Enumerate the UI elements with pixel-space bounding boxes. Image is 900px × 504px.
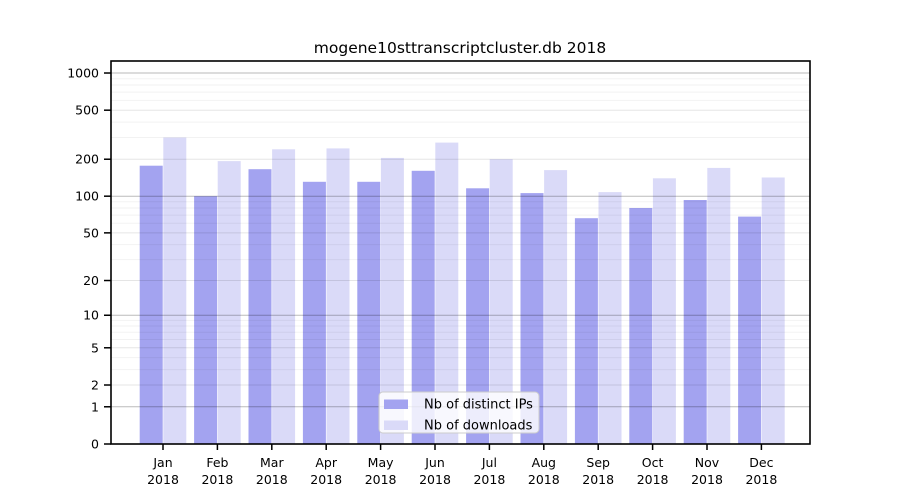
y-tick-label: 20 xyxy=(83,273,99,288)
x-tick-label-month: Apr xyxy=(315,455,337,470)
legend: Nb of distinct IPs Nb of downloads xyxy=(378,391,540,434)
legend-label-downloads: Nb of downloads xyxy=(424,419,533,434)
bar-downloads-sep xyxy=(598,192,622,444)
x-tick-label-month: Feb xyxy=(206,455,228,470)
bar-downloads-aug xyxy=(544,170,568,444)
bar-distinct-ips-sep xyxy=(574,218,598,444)
legend-swatch-distinct-ips xyxy=(384,399,408,409)
x-tick-label-year: 2018 xyxy=(256,472,288,487)
bars-layer xyxy=(139,137,785,445)
x-tick-label-month: Jan xyxy=(152,455,172,470)
x-tick-label-month: Oct xyxy=(642,455,664,470)
y-tick-label: 5 xyxy=(91,340,99,355)
x-tick-label-month: May xyxy=(368,455,394,470)
x-tick-label-year: 2018 xyxy=(147,472,179,487)
x-tick-label-year: 2018 xyxy=(310,472,342,487)
x-tick-label-month: Dec xyxy=(749,455,773,470)
grid-lines xyxy=(111,72,810,408)
bar-downloads-may xyxy=(380,157,404,444)
bar-distinct-ips-jan xyxy=(139,165,163,444)
x-tick-label-year: 2018 xyxy=(473,472,505,487)
bar-downloads-jan xyxy=(163,137,187,444)
y-tick-label: 1 xyxy=(91,399,99,414)
y-tick-label: 100 xyxy=(75,189,99,204)
plot-border xyxy=(110,60,811,445)
legend-label-distinct-ips: Nb of distinct IPs xyxy=(424,398,533,413)
legend-box xyxy=(378,391,540,434)
x-tick-label-year: 2018 xyxy=(582,472,614,487)
bar-distinct-ips-apr xyxy=(302,181,326,445)
x-tick-label-year: 2018 xyxy=(745,472,777,487)
bar-distinct-ips-jul xyxy=(466,188,490,444)
y-tick-label: 10 xyxy=(83,308,99,323)
bar-distinct-ips-may xyxy=(357,181,381,445)
y-tick-label: 2 xyxy=(91,378,99,393)
x-tick-label-year: 2018 xyxy=(201,472,233,487)
y-tick-label: 1000 xyxy=(67,66,99,81)
x-tick-label-year: 2018 xyxy=(691,472,723,487)
x-tick-label-month: Jul xyxy=(481,455,497,470)
y-tick-label: 0 xyxy=(91,437,99,452)
bar-distinct-ips-feb xyxy=(194,196,218,444)
x-tick-label-month: Aug xyxy=(532,455,556,470)
x-tick-label-year: 2018 xyxy=(419,472,451,487)
bar-downloads-nov xyxy=(707,167,731,444)
x-tick-label-month: Nov xyxy=(695,455,720,470)
bar-downloads-mar xyxy=(272,149,296,445)
bar-distinct-ips-mar xyxy=(248,169,272,444)
x-tick-label-year: 2018 xyxy=(637,472,669,487)
bar-distinct-ips-jun xyxy=(411,170,435,445)
x-tick-label-month: Sep xyxy=(586,455,610,470)
bar-downloads-apr xyxy=(326,148,350,444)
x-tick-label-year: 2018 xyxy=(528,472,560,487)
bar-downloads-jul xyxy=(489,159,513,444)
bar-downloads-oct xyxy=(652,178,676,445)
y-tick-label: 200 xyxy=(75,152,99,167)
x-tick-label-month: Jun xyxy=(424,455,445,470)
x-tick-label-month: Mar xyxy=(260,455,284,470)
y-tick-label: 500 xyxy=(75,103,99,118)
axes-layer: 0 1 2 5 10 20 50 100 200 500 1000 Jan 2018 Feb 2018 Mar… xyxy=(67,60,811,487)
legend-swatch-downloads xyxy=(384,420,408,430)
x-tick-label-year: 2018 xyxy=(365,472,397,487)
y-tick-label: 50 xyxy=(83,225,99,240)
bar-distinct-ips-oct xyxy=(629,208,653,444)
bar-distinct-ips-dec xyxy=(738,216,762,444)
bar-downloads-feb xyxy=(217,161,241,444)
bar-downloads-jun xyxy=(435,142,459,444)
bar-downloads-dec xyxy=(761,177,785,444)
bar-distinct-ips-nov xyxy=(683,200,707,444)
chart-title: mogene10sttranscriptcluster.db 2018 xyxy=(314,39,606,57)
bar-distinct-ips-aug xyxy=(520,193,544,444)
